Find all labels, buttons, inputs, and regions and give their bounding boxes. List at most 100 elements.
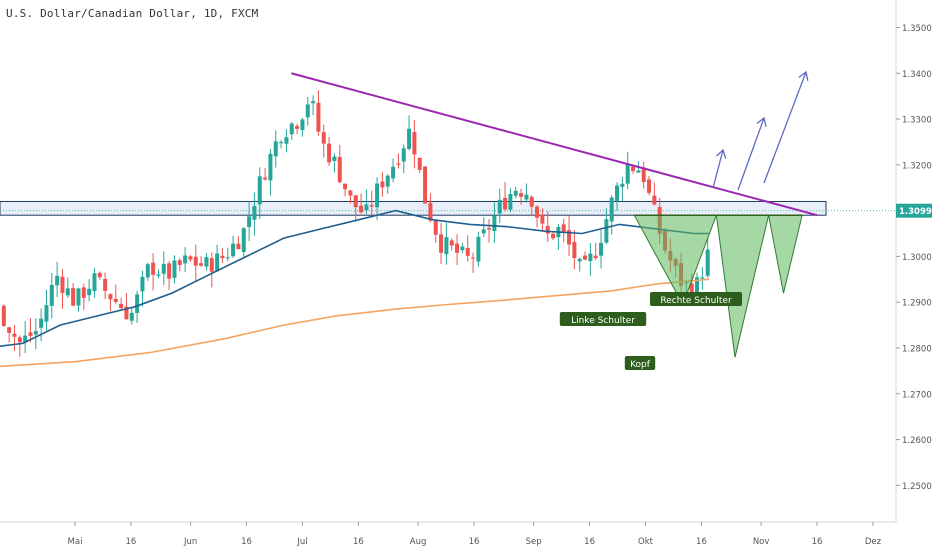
- candle-body: [535, 206, 540, 218]
- candle-body: [695, 277, 700, 301]
- candle-body: [529, 196, 534, 207]
- candle-body: [444, 237, 449, 255]
- candle-body: [124, 306, 129, 320]
- candle-body: [81, 287, 86, 298]
- time-tick-label: 16: [469, 537, 480, 547]
- ma-slow-line: [0, 278, 709, 368]
- candle-body: [183, 255, 188, 264]
- current-price-label: 1.30998: [899, 207, 932, 217]
- candle-body: [417, 157, 422, 170]
- price-tick-label: 1.25000: [902, 482, 932, 492]
- candle-body: [449, 240, 454, 246]
- candle-body: [284, 137, 289, 144]
- breakout-arrow-3-head: [798, 70, 809, 81]
- candle-body: [524, 194, 529, 200]
- candle-body: [199, 263, 204, 266]
- candle-body: [76, 288, 81, 306]
- time-tick-label: 16: [584, 537, 595, 547]
- candle-body: [332, 156, 337, 161]
- candle-body: [44, 305, 49, 322]
- candle-body: [625, 163, 630, 184]
- candle-body: [7, 327, 12, 333]
- candle-body: [161, 263, 166, 274]
- candle-body: [55, 275, 60, 286]
- time-tick-label: Jul: [296, 537, 307, 547]
- candle-body: [71, 288, 76, 306]
- label-head-bg: [624, 356, 656, 370]
- candle-body: [652, 195, 657, 205]
- candle-body: [241, 228, 246, 252]
- candle-body: [391, 166, 396, 179]
- time-tick-label: 16: [696, 537, 707, 547]
- price-tick-label: 1.35000: [902, 24, 932, 34]
- candle-body: [103, 278, 108, 291]
- time-tick-label: Nov: [753, 537, 770, 547]
- candle-body: [588, 253, 593, 262]
- price-tick-label: 1.30000: [902, 253, 932, 263]
- candle-body: [359, 205, 364, 213]
- candle-body: [151, 262, 156, 275]
- candle-body: [364, 204, 369, 211]
- candle-body: [545, 225, 550, 234]
- price-tick-label: 1.34000: [902, 70, 932, 80]
- price-tick-label: 1.32000: [902, 161, 932, 171]
- breakout-arrow-2-head: [756, 116, 767, 127]
- downtrend-line: [291, 72, 818, 217]
- time-tick-label: Aug: [410, 537, 427, 547]
- candle-body: [380, 181, 385, 188]
- candle-body: [412, 132, 417, 155]
- candle-body: [604, 219, 609, 243]
- price-tick-label: 1.26000: [902, 436, 932, 446]
- candle-body: [572, 241, 577, 259]
- candle-body: [519, 193, 524, 197]
- candle-body: [476, 236, 481, 262]
- candle-body: [87, 288, 92, 296]
- candle-body: [609, 197, 614, 222]
- candle-body: [396, 163, 401, 165]
- time-tick-label: Sep: [526, 537, 542, 547]
- candle-body: [60, 276, 65, 293]
- candle-body: [503, 197, 508, 210]
- label-right-shoulder-bg: [650, 292, 742, 306]
- candle-body: [23, 335, 28, 343]
- label-right-shoulder: Rechte Schulter: [660, 296, 732, 306]
- candle-body: [17, 337, 22, 343]
- candle-body: [615, 185, 620, 201]
- candle-body: [33, 331, 38, 335]
- candle-body: [263, 177, 268, 180]
- candle-body: [215, 253, 220, 271]
- candle-body: [49, 285, 54, 306]
- time-tick-label: Jun: [183, 537, 197, 547]
- candle-body: [705, 249, 710, 276]
- candle-body: [209, 258, 214, 272]
- candle-body: [455, 243, 460, 253]
- candle-body: [279, 142, 284, 144]
- time-tick-label: Mai: [68, 537, 83, 547]
- candle-body: [481, 229, 486, 234]
- candle-body: [492, 215, 497, 231]
- candle-body: [327, 143, 332, 163]
- price-tick-label: 1.29000: [902, 299, 932, 309]
- candle-body: [348, 190, 353, 196]
- candle-body: [295, 126, 300, 129]
- candle-body: [636, 170, 641, 173]
- breakout-arrow-3: [763, 71, 807, 184]
- candle-body: [289, 123, 294, 135]
- candle-body: [593, 255, 598, 259]
- resistance-zone: [0, 200, 827, 216]
- candle-body: [92, 273, 97, 292]
- candle-body: [167, 263, 172, 279]
- candle-body: [220, 255, 225, 259]
- candle-body: [225, 257, 230, 259]
- breakout-arrow-1-head: [715, 148, 727, 159]
- time-tick-label: Dez: [865, 537, 882, 547]
- candle-body: [172, 260, 177, 278]
- candle-body: [140, 276, 145, 292]
- candle-body: [583, 255, 588, 260]
- candle-body: [567, 230, 572, 245]
- candle-body: [620, 183, 625, 187]
- candle-body: [316, 102, 321, 132]
- candle-body: [551, 233, 556, 239]
- candle-body: [343, 183, 348, 190]
